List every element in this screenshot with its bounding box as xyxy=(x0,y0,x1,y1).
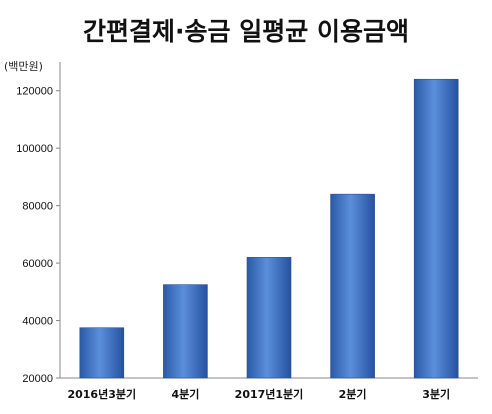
y-tick-labels: 20000 40000 60000 80000 100000 120000 xyxy=(16,86,53,385)
x-tick-label: 2분기 xyxy=(339,387,367,401)
bar-2 xyxy=(246,257,292,379)
bar-3 xyxy=(330,193,375,379)
x-tick-labels: 2016년3분기 4분기 2017년1분기 2분기 3분기 xyxy=(67,387,450,401)
x-tick-label: 2017년1분기 xyxy=(235,387,304,401)
bar-1 xyxy=(163,284,208,379)
chart-title: 간편결제·송금 일평균 이용금액 xyxy=(83,17,409,46)
x-tick-label: 2016년3분기 xyxy=(67,387,136,401)
x-tick-label: 3분기 xyxy=(422,387,450,401)
x-tick-label: 4분기 xyxy=(171,387,199,401)
y-tick-label: 20000 xyxy=(22,373,53,385)
y-tick-label: 60000 xyxy=(22,258,53,270)
bar-4 xyxy=(413,78,459,379)
bars xyxy=(79,78,459,379)
y-tick-label: 120000 xyxy=(16,86,53,98)
unit-label: (백만원) xyxy=(4,60,43,73)
y-tick-label: 40000 xyxy=(22,316,53,328)
y-tick-label: 100000 xyxy=(16,143,53,155)
bar-0 xyxy=(79,327,125,379)
y-tick-label: 80000 xyxy=(22,201,53,213)
